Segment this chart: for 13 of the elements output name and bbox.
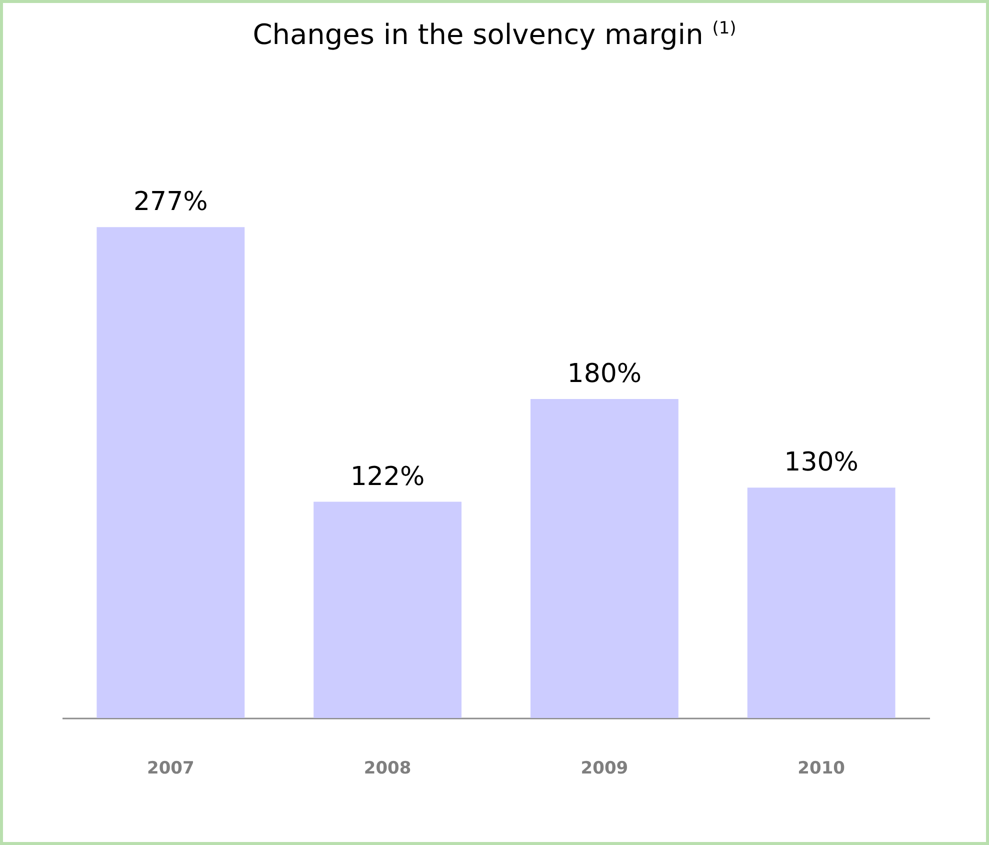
bar bbox=[96, 227, 245, 718]
bar bbox=[530, 399, 678, 718]
x-tick-label: 2010 bbox=[798, 758, 846, 778]
data-label: 122% bbox=[350, 462, 425, 492]
data-label: 130% bbox=[784, 448, 859, 478]
x-tick-label: 2009 bbox=[580, 758, 628, 778]
data-label: 277% bbox=[133, 187, 208, 218]
x-tick-label: 2007 bbox=[147, 758, 194, 778]
chart-title: Changes in the solvency margin $^{(1)}$ bbox=[252, 18, 738, 51]
x-tick-label: 2008 bbox=[364, 758, 412, 778]
bar bbox=[314, 502, 462, 718]
bar bbox=[747, 488, 896, 718]
data-label: 180% bbox=[567, 359, 642, 390]
